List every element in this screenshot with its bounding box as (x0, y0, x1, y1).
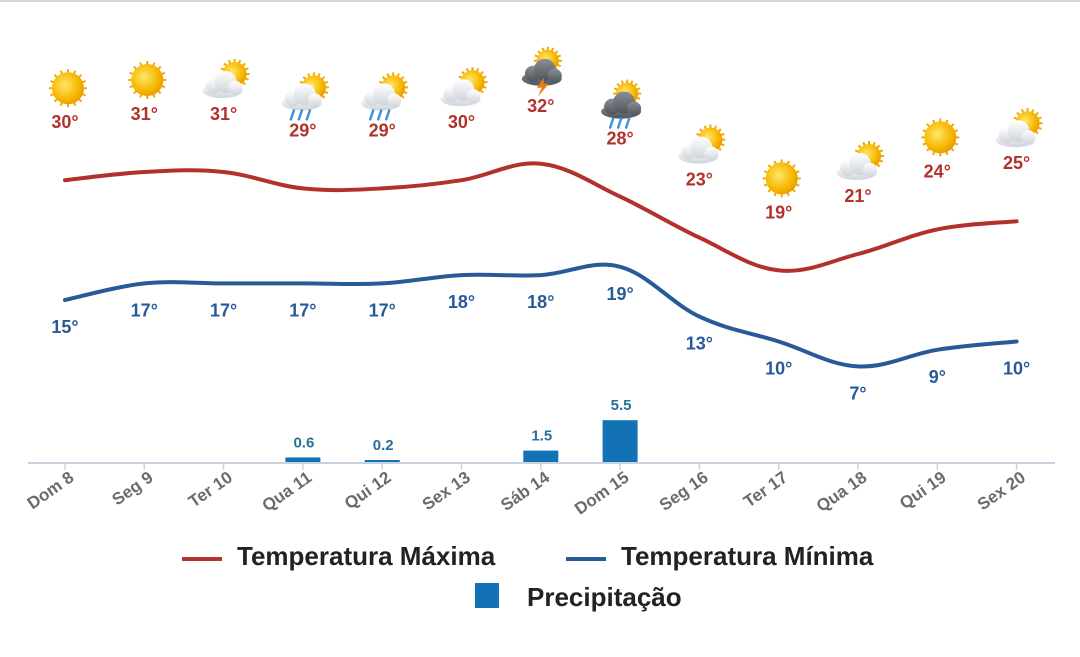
min-temp-label: 19° (606, 284, 633, 304)
thunderstorm-icon (521, 46, 562, 97)
precipitation-label: 0.6 (293, 434, 314, 451)
max-temp-label: 24° (924, 161, 951, 181)
max-temp-label: 29° (289, 120, 316, 140)
max-temp-label: 29° (369, 120, 396, 140)
legend-item-max[interactable]: Temperatura Máxima (182, 541, 496, 571)
max-temp-label: 30° (448, 112, 475, 132)
precipitation-bar (602, 420, 638, 462)
min-temp-label: 10° (765, 359, 792, 379)
min-temp-label: 17° (289, 300, 316, 320)
max-temp-label: 19° (765, 202, 792, 222)
partly-cloudy-icon (837, 141, 884, 180)
max-temp-label: 30° (51, 112, 78, 132)
x-tick-label: Ter 17 (740, 468, 791, 512)
min-temp-label: 7° (849, 383, 866, 403)
min-temp-label: 17° (131, 300, 158, 320)
precipitation-bars: 0.6 0.2 1.5 5.5 (285, 397, 638, 462)
min-temp-label: 10° (1003, 359, 1030, 379)
min-temp-label: 17° (369, 300, 396, 320)
x-tick-label: Qua 11 (259, 468, 316, 516)
legend-item-precipitation[interactable]: Precipitação (475, 582, 682, 612)
min-temp-label: 17° (210, 300, 237, 320)
x-tick-label: Qui 19 (896, 468, 949, 513)
partly-cloudy-icon (995, 108, 1043, 148)
x-tick-label: Sáb 14 (497, 467, 553, 514)
max-temp-label: 28° (606, 129, 633, 149)
max-temp-label: 23° (686, 170, 713, 190)
max-temp-label: 21° (844, 186, 871, 206)
x-tick-label: Seg 16 (656, 468, 712, 515)
legend-label-min: Temperatura Mínima (621, 541, 874, 571)
min-temperature-line (63, 262, 1019, 369)
sun-icon (762, 159, 801, 198)
x-tick-label: Dom 8 (24, 468, 77, 513)
max-temp-label: 32° (527, 96, 554, 116)
precipitation-label: 0.2 (373, 437, 394, 454)
sun-icon (128, 61, 167, 99)
x-tick-label: Sex 20 (974, 468, 1029, 514)
precipitation-label: 1.5 (531, 428, 552, 445)
legend-label-max: Temperatura Máxima (237, 541, 496, 571)
min-temp-label: 18° (527, 292, 554, 312)
min-temp-label: 18° (448, 292, 475, 312)
legend-label-precipitation: Precipitação (527, 582, 682, 612)
temperature-lines (63, 161, 1019, 369)
weather-icons (49, 46, 1043, 198)
rain-icon (281, 72, 329, 121)
x-tick-label: Seg 9 (109, 468, 157, 510)
storm-rain-icon (601, 79, 642, 129)
max-temp-label: 25° (1003, 153, 1030, 173)
sun-icon (921, 118, 960, 157)
precipitation-bar (523, 450, 559, 462)
partly-cloudy-icon (202, 59, 250, 98)
min-temp-label: 15° (51, 317, 78, 337)
x-tick-label: Dom 15 (571, 468, 632, 519)
x-tick-label: Sex 13 (419, 468, 474, 514)
max-temp-label: 31° (210, 104, 237, 124)
top-rule (0, 0, 1080, 2)
partly-cloudy-icon (440, 67, 488, 107)
legend-item-min[interactable]: Temperatura Mínima (566, 541, 874, 571)
precipitation-bar (364, 460, 400, 462)
sun-icon (49, 69, 87, 108)
x-tick-label: Qua 18 (813, 468, 870, 516)
precipitation-label: 5.5 (611, 397, 632, 414)
min-temp-label: 13° (686, 334, 713, 354)
precipitation-bar (285, 457, 321, 462)
legend: Temperatura Máxima Temperatura Mínima Pr… (182, 541, 874, 612)
legend-swatch-precipitation (475, 583, 499, 608)
x-tick-label: Qui 12 (341, 468, 394, 513)
rain-icon (361, 72, 409, 121)
temperature-labels: 30° 15° 31° 17° 31° 17° 29° 17° 29° 17° 30° 18° 32° 1… (51, 96, 1030, 404)
max-temperature-line (63, 161, 1019, 273)
min-temp-label: 9° (929, 367, 946, 387)
max-temp-label: 31° (131, 104, 158, 124)
x-tick-label: Ter 10 (185, 468, 236, 512)
x-axis-ticks: Dom 8 Seg 9 Ter 10 Qua 11 Qui 12 Sex 13 Sáb 14… (24, 463, 1029, 519)
partly-cloudy-icon (678, 124, 726, 164)
